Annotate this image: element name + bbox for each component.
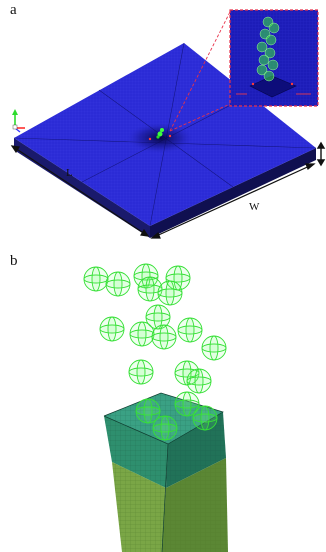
inset-leader-lines <box>169 11 231 132</box>
particle-sphere <box>137 276 163 302</box>
width-label: W <box>249 201 260 213</box>
plate-sides <box>14 138 316 238</box>
particle-sphere <box>201 335 227 361</box>
particle-sphere <box>145 304 171 330</box>
particle-sphere <box>99 316 125 342</box>
particle-sphere <box>186 368 212 394</box>
particle-sphere <box>174 391 200 417</box>
zoom-inset <box>229 9 319 107</box>
panel-a-figure: L W <box>10 9 326 239</box>
specimen-column <box>103 392 228 552</box>
particle-sphere <box>152 415 178 441</box>
width-dimension-line <box>150 163 316 239</box>
particle-sphere <box>192 405 218 431</box>
panel-label-a: a <box>10 2 17 18</box>
axis-triad-icon <box>12 109 25 133</box>
panel-label-b: b <box>10 253 18 269</box>
particle-sphere <box>83 266 109 292</box>
particle-sphere <box>157 280 183 306</box>
double-arrow-icon <box>316 141 326 167</box>
particle-sphere <box>128 359 154 385</box>
particle-cluster <box>148 128 172 141</box>
particle-sphere <box>177 317 203 343</box>
particle-sphere <box>105 271 131 297</box>
length-label: L <box>66 167 73 179</box>
length-dimension-line <box>10 145 150 237</box>
falling-particles <box>83 263 227 441</box>
particle-sphere <box>135 398 161 424</box>
particle-sphere <box>151 324 177 350</box>
particle-sphere <box>129 321 155 347</box>
